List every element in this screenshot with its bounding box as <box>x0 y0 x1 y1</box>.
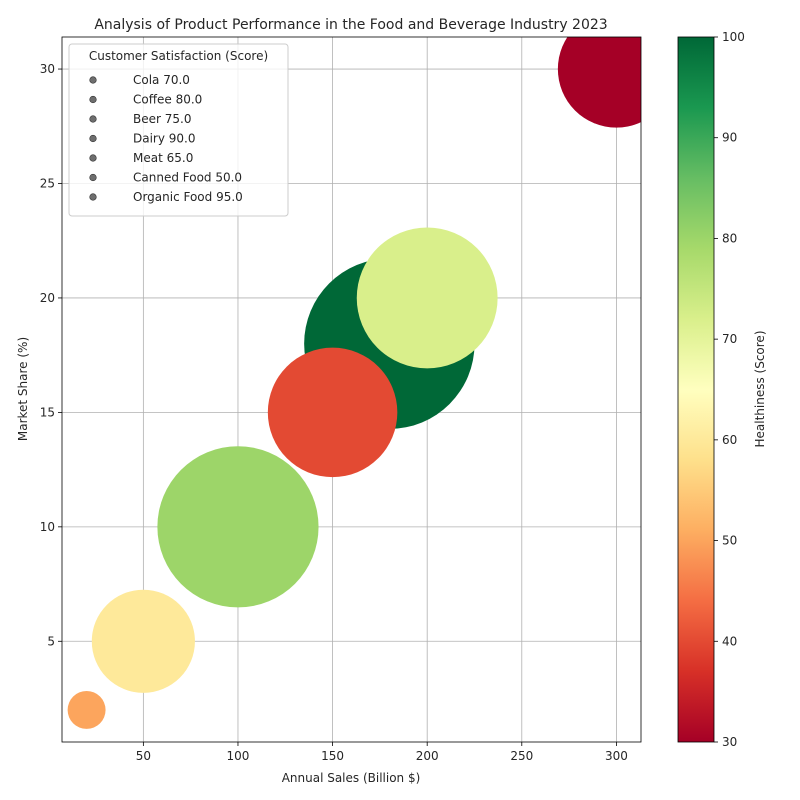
legend-entry: Coffee 80.0 <box>133 93 202 107</box>
legend-marker <box>89 115 97 123</box>
bubble-dairy <box>157 446 319 608</box>
legend: Customer Satisfaction (Score) Cola 70.0 C… <box>68 43 289 217</box>
legend-marker <box>89 95 97 104</box>
legend-entry: Cola 70.0 <box>133 73 190 87</box>
colorbar-tick-label: 50 <box>722 534 737 548</box>
colorbar-tick-label: 40 <box>722 634 737 648</box>
y-tick-label: 25 <box>40 176 55 190</box>
colorbar-tick-label: 30 <box>722 735 737 749</box>
colorbar-tick-label: 70 <box>722 332 737 346</box>
colorbar-tick-label: 80 <box>722 231 737 245</box>
axis-ticks: 50 100 150 200 250 300 5 10 15 20 25 30 <box>40 62 628 763</box>
chart-title: Analysis of Product Performance in the F… <box>94 17 607 33</box>
y-tick-label: 30 <box>40 62 55 76</box>
legend-box <box>68 43 289 217</box>
x-axis-label: Annual Sales (Billion $) <box>282 771 421 785</box>
legend-entry: Meat 65.0 <box>133 151 193 165</box>
legend-title: Customer Satisfaction (Score) <box>89 49 268 63</box>
y-tick-label: 15 <box>40 405 55 419</box>
bubble-canned-food <box>67 690 106 729</box>
legend-entry: Dairy 90.0 <box>133 132 196 146</box>
legend-marker <box>89 76 97 84</box>
legend-marker <box>89 134 97 143</box>
x-tick-label: 100 <box>227 749 250 763</box>
colorbar-tick-label: 100 <box>722 30 745 44</box>
bubble-meat <box>91 589 195 693</box>
colorbar-gradient <box>678 37 714 742</box>
plot-frame <box>61 36 642 743</box>
y-axis-label: Market Share (%) <box>16 337 30 441</box>
legend-entry: Canned Food 50.0 <box>133 171 242 185</box>
legend-entry: Beer 75.0 <box>133 112 191 126</box>
colorbar-tick-label: 60 <box>722 433 737 447</box>
legend-marker <box>89 193 97 201</box>
legend-entry: Organic Food 95.0 <box>133 190 243 204</box>
y-tick-label: 20 <box>40 291 55 305</box>
y-tick-label: 10 <box>40 520 55 534</box>
y-tick-label: 5 <box>47 634 55 648</box>
x-tick-label: 250 <box>510 749 533 763</box>
bubble-coffee <box>356 227 498 369</box>
legend-marker <box>89 173 97 182</box>
colorbar-tick-label: 90 <box>722 131 737 145</box>
bubble-layer <box>67 37 641 729</box>
colorbar-label: Healthiness (Score) <box>753 330 767 447</box>
bubble-beer <box>267 347 398 478</box>
x-tick-label: 300 <box>605 749 628 763</box>
colorbar-frame <box>677 36 715 743</box>
x-tick-label: 150 <box>321 749 344 763</box>
legend-marker <box>89 154 97 162</box>
x-tick-label: 50 <box>136 749 151 763</box>
bubble-cola <box>557 37 641 128</box>
colorbar: 30 40 50 60 70 80 90 100 Healthiness (Score) <box>677 30 767 749</box>
x-tick-label: 200 <box>416 749 439 763</box>
